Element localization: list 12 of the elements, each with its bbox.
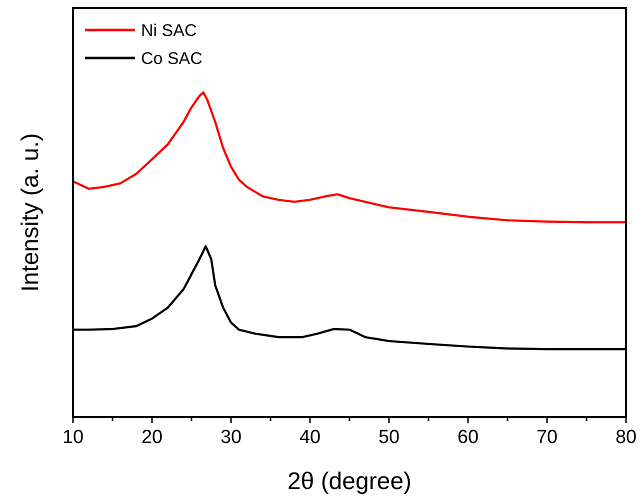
x-tick-label: 80 [615, 427, 637, 448]
x-tick-label: 70 [536, 427, 558, 448]
legend-label: Ni SAC [141, 21, 197, 40]
legend-label: Co SAC [141, 49, 202, 68]
y-axis-title: Intensity (a. u.) [17, 133, 44, 292]
x-tick-label: 50 [378, 427, 400, 448]
x-tick-label: 60 [457, 427, 479, 448]
x-axis-title: 2θ (degree) [287, 468, 412, 495]
x-tick-label: 30 [220, 427, 242, 448]
x-tick-label: 10 [62, 427, 84, 448]
x-tick-label: 20 [141, 427, 163, 448]
x-tick-label: 40 [299, 427, 321, 448]
